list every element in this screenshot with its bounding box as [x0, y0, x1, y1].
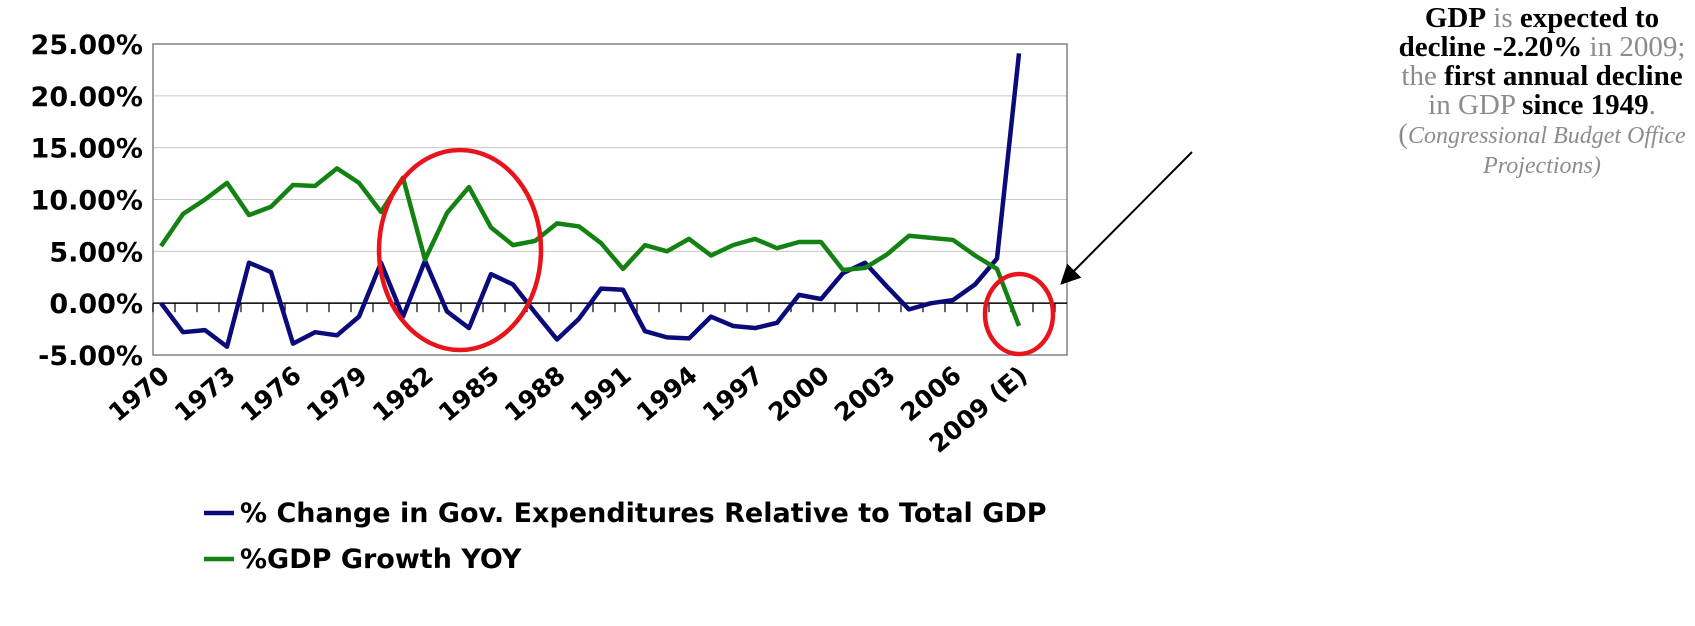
annotation-text-part: expected to decline — [1398, 2, 1660, 63]
annotation-text-part: Congressional Budget Office Projections) — [1407, 123, 1686, 179]
annotation-text-part: in GDP — [1428, 89, 1523, 121]
legend-label-gov-expenditure: % Change in Gov. Expenditures Relative t… — [240, 498, 1047, 529]
annotation-text-part: since 1949 — [1522, 89, 1649, 121]
x-tick-label: 1991 — [565, 360, 637, 427]
x-tick-label: 1973 — [169, 360, 241, 427]
gov-expenditure-line — [159, 53, 1022, 349]
y-axis: 25.00% 20.00% 15.00% 10.00% 5.00% 0.00% -5.00% — [31, 30, 143, 372]
annotation-note: GDP is expected to decline -2.20% in 200… — [1392, 4, 1692, 180]
highlight-ellipse-2009 — [982, 271, 1056, 357]
annotation-text-part: . ( — [1398, 89, 1656, 150]
y-tick-label: -5.00% — [38, 341, 143, 372]
y-tick-label: 10.00% — [31, 186, 143, 217]
x-tick-label: 1988 — [499, 360, 571, 427]
x-tick-label: 1982 — [367, 360, 439, 427]
highlight-annotations — [376, 147, 1193, 357]
x-tick-label: 1997 — [697, 360, 769, 427]
y-tick-label: 25.00% — [31, 30, 143, 61]
annotation-text-part — [1486, 31, 1493, 63]
gdp-growth-line — [159, 166, 1022, 327]
y-tick-label: 15.00% — [31, 134, 143, 165]
annotation-text-part: in 2009; the — [1401, 31, 1686, 92]
annotation-text-part: is — [1486, 2, 1520, 34]
x-axis: 1970197319761979198219851988199119941997… — [103, 302, 1067, 459]
series-lines — [159, 53, 1022, 349]
x-tick-label: 1985 — [433, 360, 505, 427]
gridlines — [153, 43, 1067, 356]
legend: % Change in Gov. Expenditures Relative t… — [204, 498, 1047, 575]
y-tick-label: 5.00% — [49, 237, 143, 268]
x-tick-label: 1976 — [235, 360, 307, 427]
plot-area-frame — [152, 43, 1068, 356]
x-tick-label: 1994 — [631, 360, 703, 427]
y-tick-label: 20.00% — [31, 82, 143, 113]
x-tick-label: 2003 — [829, 360, 901, 427]
annotation-text-part: GDP — [1424, 2, 1487, 34]
highlight-ellipse-1980s — [376, 147, 544, 353]
legend-label-gdp-growth: %GDP Growth YOY — [240, 544, 522, 575]
y-tick-label: 0.00% — [49, 289, 143, 320]
x-tick-label: 2000 — [763, 360, 835, 427]
annotation-text-part: -2.20% — [1492, 31, 1583, 63]
annotation-arrow — [1060, 151, 1193, 285]
x-tick-label: 1979 — [301, 360, 373, 427]
annotation-text-part: first annual decline — [1444, 60, 1683, 92]
